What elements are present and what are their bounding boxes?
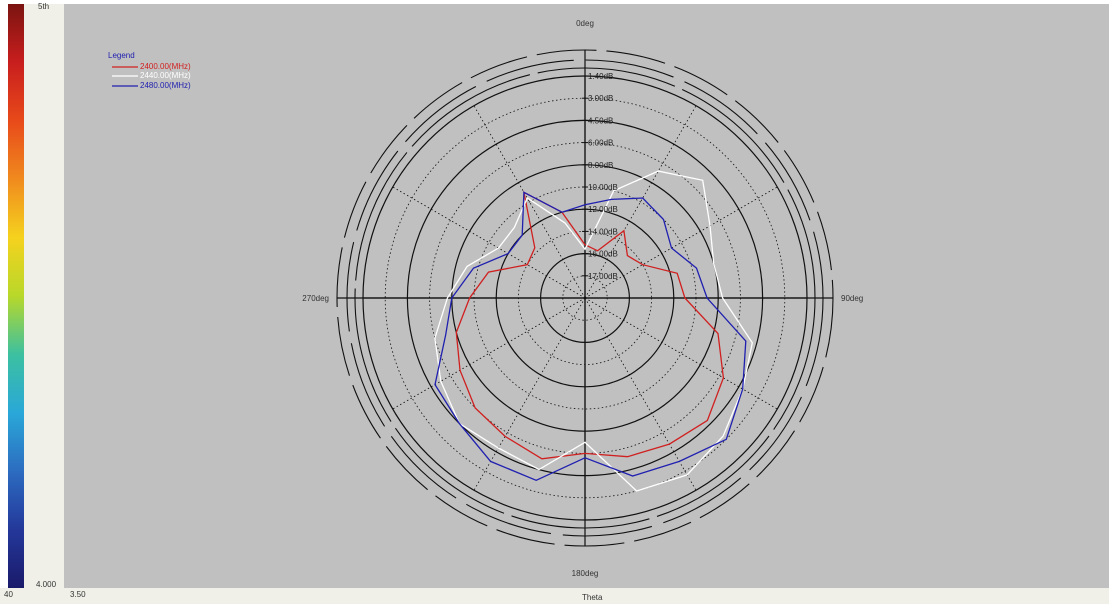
- radial-tick-label: 4.50dB: [588, 116, 613, 125]
- grid-spoke: [473, 297, 586, 491]
- series-line: [434, 191, 747, 482]
- angle-label-top: 0deg: [576, 19, 594, 28]
- color-scale-bar: [8, 4, 24, 588]
- radial-tick-label: 3.00dB: [588, 94, 613, 103]
- radial-tick-label: 16.00dB: [588, 250, 618, 259]
- radial-tick-label: 12.00dB: [588, 205, 618, 214]
- grid-spoke: [584, 297, 778, 410]
- grid-spoke: [584, 105, 697, 299]
- series-line: [434, 170, 753, 492]
- legend-label: 2440.00(MHz): [140, 71, 191, 80]
- plot-area: 0deg 90deg 180deg 270deg 1.40dB 3.00dB 4.5…: [64, 4, 1109, 588]
- colorbar-top-label: 5th: [38, 2, 50, 11]
- colorbar-bottom-value: 40: [4, 590, 13, 599]
- grid-spoke: [584, 186, 778, 299]
- legend-entry: 2480.00(MHz): [112, 81, 191, 90]
- radial-tick-label: 10.00dB: [588, 183, 618, 192]
- radial-tick-label: 8.00dB: [588, 161, 613, 170]
- series-layer: [434, 170, 753, 492]
- series-line: [455, 191, 725, 460]
- legend-label: 2480.00(MHz): [140, 81, 191, 90]
- grid-spoke: [392, 297, 586, 410]
- bottom-axis-strip: [0, 588, 1109, 604]
- grid-spoke: [584, 297, 697, 491]
- legend-entry: 2400.00(MHz): [112, 62, 191, 71]
- polar-chart: 0deg 90deg 180deg 270deg 1.40dB 3.00dB 4.5…: [108, 19, 863, 578]
- bottom-left-value: 3.50: [70, 590, 86, 599]
- radial-tick-label: 6.00dB: [588, 139, 613, 148]
- colorbar-bottom-label: 4.000: [36, 580, 57, 589]
- legend-title: Legend: [108, 51, 135, 60]
- legend-entry: 2440.00(MHz): [112, 71, 191, 80]
- angle-label-bottom: 180deg: [572, 569, 599, 578]
- radial-tick-labels: 1.40dB 3.00dB 4.50dB 6.00dB 8.00dB 10.00dB 12.…: [588, 72, 618, 281]
- radial-tick-label: 17.00dB: [588, 272, 618, 281]
- polar-grid: [336, 49, 834, 547]
- radial-tick-label: 14.00dB: [588, 227, 618, 236]
- legend-label: 2400.00(MHz): [140, 62, 191, 71]
- angle-label-left: 270deg: [302, 294, 329, 303]
- colorbar-label-strip: [24, 4, 64, 588]
- angle-label-right: 90deg: [841, 294, 863, 303]
- label-layer: 0deg 90deg 180deg 270deg: [302, 19, 863, 578]
- legend: Legend 2400.00(MHz) 2440.00(MHz) 2480.00…: [108, 51, 191, 90]
- radial-tick-label: 1.40dB: [588, 72, 613, 81]
- bottom-axis-title: Theta: [582, 593, 603, 602]
- grid-spoke: [392, 186, 586, 299]
- grid-spoke: [473, 105, 586, 299]
